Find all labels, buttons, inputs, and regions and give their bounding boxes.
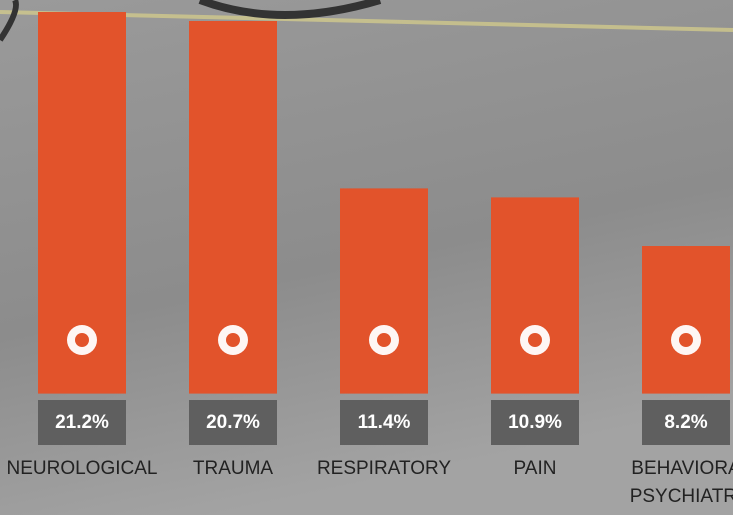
value-label: 10.9% — [508, 412, 562, 433]
category-label: NEUROLOGICAL — [7, 458, 158, 479]
value-label: 11.4% — [358, 412, 411, 433]
category-label: RESPIRATORY — [317, 458, 451, 479]
icon-detail — [75, 333, 89, 347]
value-label: 21.2% — [55, 412, 109, 433]
icon-detail — [377, 333, 391, 347]
value-label-box — [340, 400, 428, 445]
icon-detail — [679, 333, 693, 347]
value-label: 8.2% — [664, 412, 707, 433]
icon-detail — [226, 333, 240, 347]
bar — [340, 188, 428, 394]
category-label: PAIN — [514, 458, 557, 479]
category-label: BEHAVIORA — [631, 458, 733, 479]
tire — [198, 0, 382, 19]
value-label-box — [189, 400, 277, 445]
value-label-box — [491, 400, 579, 445]
value-label-box — [38, 400, 126, 445]
category-label: PSYCHIATRI — [630, 486, 733, 507]
bar — [491, 197, 579, 394]
icon-detail — [528, 333, 542, 347]
category-label: TRAUMA — [193, 458, 274, 479]
tire — [0, 0, 19, 42]
value-label: 20.7% — [206, 412, 260, 433]
bar — [642, 246, 730, 394]
value-label-box — [642, 400, 730, 445]
